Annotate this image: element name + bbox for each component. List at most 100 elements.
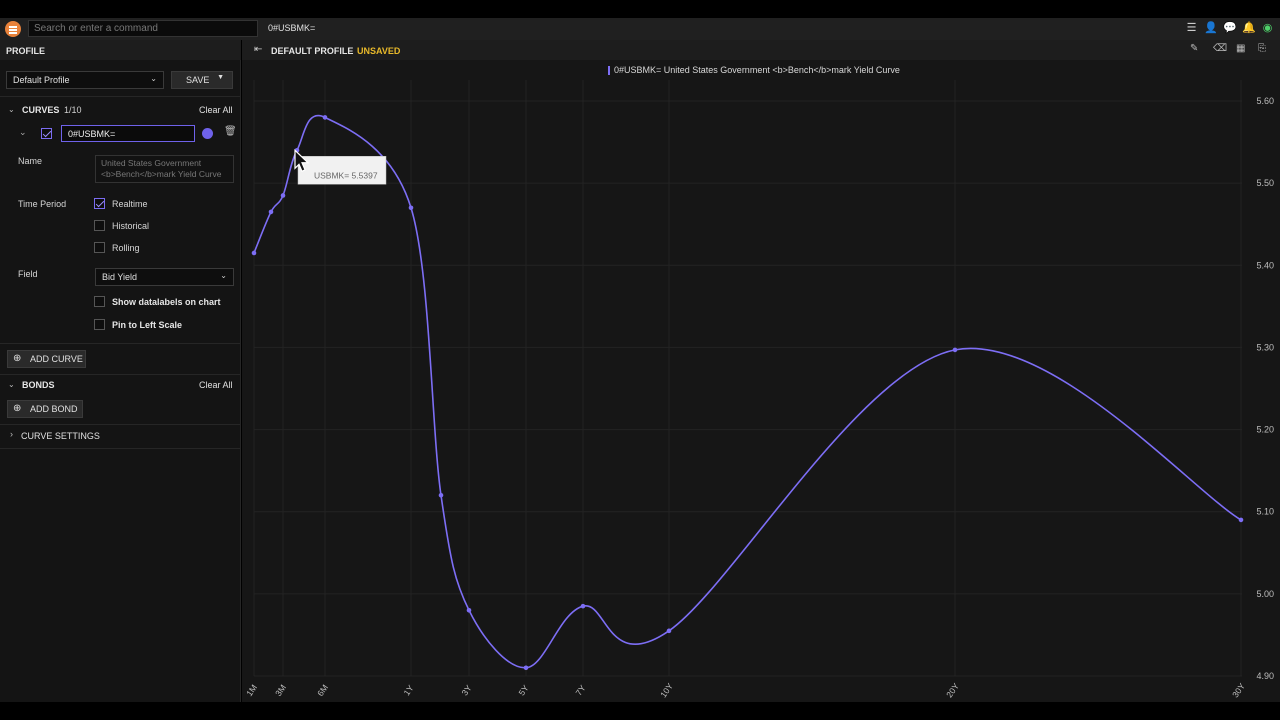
plus-circle-icon: ⊕ [13, 403, 22, 414]
status-footer [0, 702, 1280, 720]
top-bar: Search or enter a command 0#USBMK= ☰ 👤 💬… [0, 18, 1280, 40]
curve-name-field[interactable]: United States Government <b>Bench</b>mar… [95, 155, 234, 183]
curve-name-line1: United States Government [101, 158, 202, 168]
curve-visible-checkbox[interactable] [41, 128, 52, 139]
curves-header: CURVES [22, 105, 60, 115]
yield-curve-line [253, 114, 1242, 669]
realtime-checkbox[interactable] [94, 198, 105, 209]
x-tick-label: 10Y [658, 681, 675, 699]
trash-icon[interactable]: 🗑 [224, 126, 237, 137]
data-point-1M [251, 250, 257, 256]
chevron-down-icon[interactable]: ⌄ [19, 127, 27, 137]
notification-bell-icon[interactable]: 🔔 [1242, 22, 1256, 34]
export-icon[interactable]: ⎘ [1258, 43, 1266, 54]
bonds-clear-all-link[interactable]: Clear All [199, 380, 233, 390]
data-point-3M [280, 193, 286, 198]
historical-checkbox[interactable] [94, 220, 105, 231]
chevron-down-icon[interactable]: ⌄ [8, 380, 15, 389]
curves-clear-all-link[interactable]: Clear All [199, 105, 233, 115]
chart-area: ⇤ DEFAULT PROFILE UNSAVED ✎ ⌫ ▦ ⎘ 0#USBM… [242, 40, 1280, 702]
data-point-5Y [523, 665, 529, 671]
data-point-3Y [466, 607, 472, 613]
y-tick-label: 5.20 [1256, 425, 1274, 435]
data-point-2M [268, 209, 274, 215]
field-label: Field [18, 269, 38, 279]
pin-left-checkbox[interactable] [94, 319, 105, 330]
x-tick-label: 6M [315, 683, 330, 698]
chat-icon[interactable]: 💬 [1223, 22, 1237, 34]
save-button[interactable]: SAVE ▼ [171, 71, 233, 89]
yield-curve-chart[interactable]: 0#USBMK= United States Government <b>Ben… [242, 60, 1280, 702]
x-tick-label: 1M [244, 683, 259, 698]
hamburger-menu-icon[interactable]: ☰ [1186, 22, 1197, 34]
chart-header: ⇤ DEFAULT PROFILE UNSAVED ✎ ⌫ ▦ ⎘ [242, 40, 1280, 60]
unsaved-status-badge: UNSAVED [357, 46, 401, 56]
legend-swatch [608, 66, 610, 75]
x-tick-label: 3Y [459, 683, 473, 698]
connection-status-icon: ◉ [1262, 22, 1273, 34]
data-point-7Y [580, 603, 586, 609]
chevron-down-icon: ⌄ [220, 271, 227, 280]
add-bond-label: ADD BOND [30, 404, 78, 414]
add-curve-label: ADD CURVE [30, 354, 83, 364]
grid-table-icon[interactable]: ▦ [1236, 43, 1246, 54]
curve-settings-toggle[interactable]: CURVE SETTINGS [21, 431, 100, 441]
profile-header: PROFILE [0, 40, 241, 60]
plus-circle-icon: ⊕ [13, 353, 22, 364]
x-tick-label: 3M [273, 683, 288, 698]
data-point-1Y [408, 205, 414, 211]
profile-select[interactable]: Default Profile ⌄ [6, 71, 164, 89]
pin-left-label: Pin to Left Scale [112, 320, 183, 330]
curve-name-line2: <b>Bench</b>mark Yield Curve [101, 169, 222, 179]
y-tick-label: 5.40 [1256, 260, 1274, 270]
y-tick-label: 5.10 [1256, 507, 1274, 517]
app-menu-icon[interactable] [5, 21, 21, 37]
collapse-panel-icon[interactable]: ⇤ [254, 44, 263, 55]
eraser-icon[interactable]: ⌫ [1213, 43, 1228, 54]
bonds-header: BONDS [22, 380, 55, 390]
chevron-down-icon: ⌄ [150, 74, 157, 83]
historical-label: Historical [112, 221, 150, 231]
command-search-input[interactable]: Search or enter a command [28, 20, 258, 37]
show-datalabels-label: Show datalabels on chart [112, 297, 221, 307]
data-point-30Y [1238, 517, 1244, 523]
show-datalabels-checkbox[interactable] [94, 296, 105, 307]
profile-select-value: Default Profile [13, 75, 70, 85]
y-tick-label: 4.90 [1256, 671, 1274, 681]
top-toolbar: ☰ 👤 💬 🔔 ◉ [1185, 22, 1274, 35]
data-point-2Y [438, 492, 444, 498]
active-ric-label: 0#USBMK= [268, 23, 316, 33]
tooltip-text: USBMK= 5.5397 [314, 170, 378, 180]
tooltip-box [297, 156, 387, 185]
x-tick-label: 1Y [401, 683, 415, 698]
y-tick-label: 5.00 [1256, 589, 1274, 599]
caret-down-icon: ▼ [217, 74, 224, 81]
x-tick-label: 30Y [1230, 681, 1247, 699]
curve-ric-input[interactable]: 0#USBMK= [61, 125, 195, 142]
time-period-label: Time Period [18, 199, 67, 209]
chevron-right-icon[interactable]: › [10, 429, 13, 439]
field-select-value: Bid Yield [102, 272, 138, 282]
chevron-down-icon[interactable]: ⌄ [8, 105, 15, 114]
save-label: SAVE [186, 75, 210, 85]
add-bond-button[interactable]: ⊕ ADD BOND [7, 400, 83, 418]
data-point-6M [322, 115, 328, 120]
legend-label: 0#USBMK= United States Government <b>Ben… [614, 65, 900, 75]
profile-title: PROFILE [6, 46, 46, 56]
x-tick-label: 7Y [573, 683, 587, 698]
pencil-icon[interactable]: ✎ [1190, 43, 1199, 54]
x-tick-label: 5Y [516, 683, 530, 698]
curve-color-picker[interactable] [202, 128, 213, 139]
y-tick-label: 5.60 [1256, 96, 1274, 106]
add-curve-button[interactable]: ⊕ ADD CURVE [7, 350, 86, 368]
field-select[interactable]: Bid Yield ⌄ [95, 268, 234, 286]
user-icon[interactable]: 👤 [1204, 22, 1218, 34]
rolling-label: Rolling [112, 243, 140, 253]
x-tick-label: 20Y [944, 681, 961, 699]
settings-panel: PROFILE Default Profile ⌄ SAVE ▼ ⌄ CURVE… [0, 40, 241, 702]
chart-profile-title: DEFAULT PROFILE [271, 46, 354, 56]
y-tick-label: 5.50 [1256, 178, 1274, 188]
rolling-checkbox[interactable] [94, 242, 105, 253]
name-label: Name [18, 156, 43, 166]
mouse-cursor-icon [294, 148, 310, 173]
